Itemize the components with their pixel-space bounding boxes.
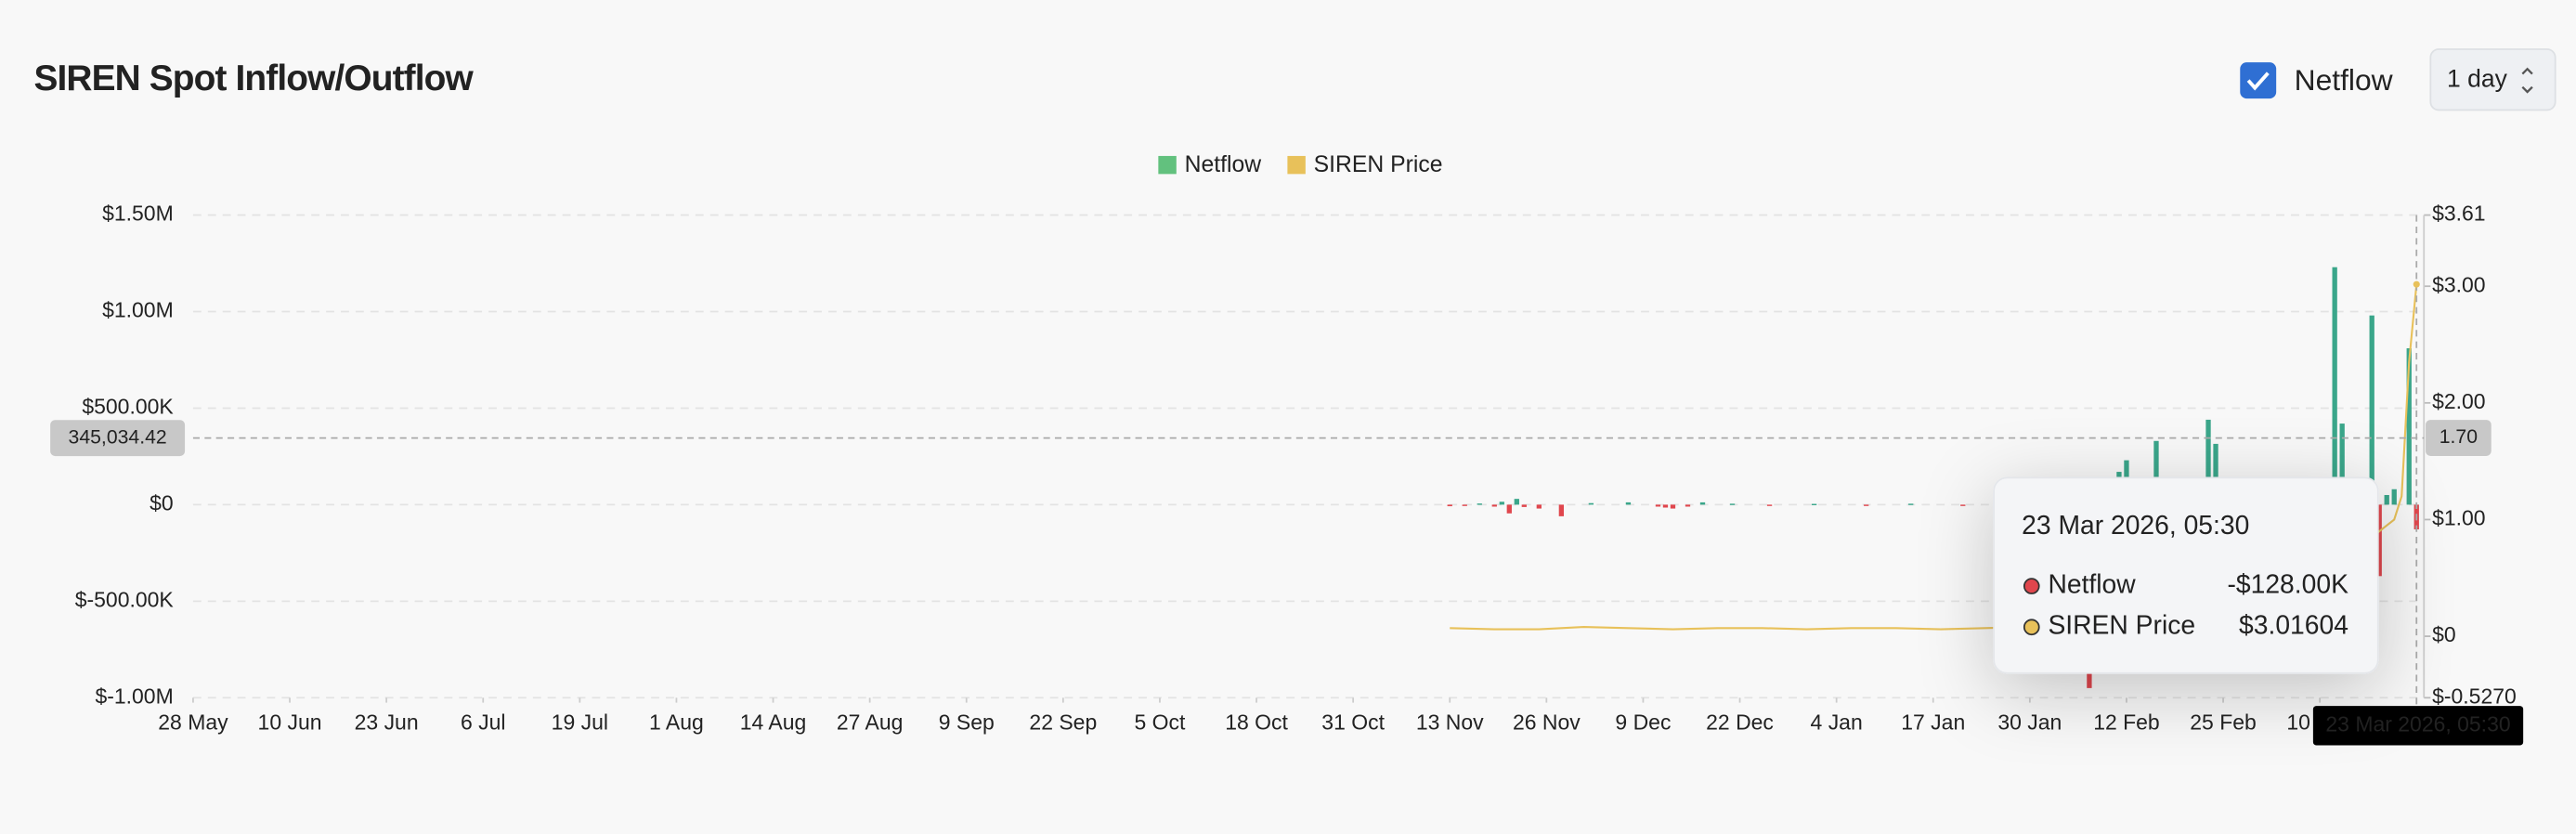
bar [1699,502,1706,505]
x-tick-label: 22 Sep [1029,710,1097,735]
bar [1662,504,1669,508]
bar [2406,348,2412,505]
bar [1514,499,1519,505]
y-tick-label: $-500.00K [75,587,175,611]
bar [1625,502,1632,505]
bar [1521,504,1527,507]
y-tick-label: $0 [150,490,174,515]
crosshair-y-box [50,420,186,457]
crosshair-y2-label: 1.70 [2439,426,2478,448]
x-tick-label: 14 Aug [740,710,807,735]
tooltip-series-name: SIREN Price [2048,610,2195,640]
y-tick-label: $-1.00M [95,684,173,708]
x-tick-label: 30 Jan [1997,710,2062,735]
bar [1670,504,1676,509]
x-tick-label: 9 Dec [1615,710,1671,735]
y2-tick-label: $2.00 [2432,389,2485,413]
x-tick-label: 31 Oct [1321,710,1385,735]
y2-tick-label: $1.00 [2432,506,2485,530]
x-tick-label: 22 Dec [1706,710,1774,735]
bar [1655,504,1661,507]
bar [2339,424,2345,505]
bar [2384,495,2389,505]
legend-swatch [1287,155,1306,175]
bar [1506,504,1512,514]
bar [2153,440,2159,505]
legend-label: SIREN Price [1314,152,1443,177]
checkbox[interactable] [2240,62,2277,99]
interval-label: 1 day [2447,65,2508,93]
y2-tick-label: $0 [2432,622,2456,646]
bar [1811,503,1817,505]
crosshair-y-label: 345,034.42 [69,426,167,448]
x-tick-label: 26 Nov [1513,710,1581,735]
x-tick-label: 4 Jan [1811,710,1863,735]
bar [2213,443,2218,505]
select-chevrons [2521,67,2533,94]
tooltip-dot [2023,619,2040,636]
bar [2369,315,2374,505]
bar [1766,504,1773,506]
x-tick-label: 13 Nov [1416,710,1484,735]
x-tick-label: 23 Jun [355,710,419,735]
plot: $1.50M $1.00M $500.00K $0 $-500.00K $-1.00M $3… [50,152,2524,746]
y2-tick-label: $3.61 [2432,202,2485,226]
bar [1491,504,1497,507]
bar [1685,504,1691,507]
tooltip-title: 23 Mar 2026, 05:30 [2022,510,2249,540]
tooltip-dot [2023,578,2040,594]
title: SIREN Spot Inflow/Outflow [33,59,474,98]
y2-tick-label: $3.00 [2432,272,2485,296]
tooltip-value: -$128.00K [2227,569,2348,599]
bar [1477,503,1482,505]
bar [1536,504,1542,509]
bar [1447,504,1452,507]
tooltip-series-name: Netflow [2048,569,2136,599]
bar [1462,504,1467,506]
bar [2205,419,2211,505]
bar [2332,267,2337,505]
x-tick-label: 6 Jul [461,710,506,735]
crosshair-y2-box [2426,420,2491,456]
x-tick-label: 1 Aug [649,710,704,735]
crosshair-x-box [2312,706,2524,746]
x-tick-label: 10 Jun [258,710,322,735]
bar [2391,489,2397,505]
bar [1864,504,1869,506]
bar [2376,504,2382,577]
tooltip: 23 Mar 2026, 05:30 Netflow -$128.00K SIREN … [1993,476,2379,674]
y2-tick-label: $-0.5270 [2432,684,2517,708]
bar [1588,502,1594,505]
legend-swatch [1158,155,1177,175]
y-tick-label: $500.00K [82,395,174,419]
x-tick-label: 27 Aug [837,710,904,735]
tooltip-value: $3.01604 [2239,610,2348,640]
y-tick-label: $1.00M [102,298,174,322]
bar [1729,503,1736,505]
x-tick-label: 28 May [158,710,228,735]
bar [1908,503,1914,505]
crosshair-x-label: 23 Mar 2026, 05:30 [2325,711,2510,736]
bar [1499,502,1504,505]
bar [1960,504,1966,506]
x-tick-label: 12 Feb [2093,710,2160,735]
bar [1558,504,1565,516]
legend-label: Netflow [1185,152,1262,177]
hover-dot [2413,280,2420,288]
x-tick-label: 9 Sep [939,710,995,735]
checkmark [2246,72,2270,91]
x-tick-label: 5 Oct [1134,710,1186,735]
x-tick-label: 18 Oct [1225,710,1288,735]
toggle-label[interactable]: Netflow [2295,63,2394,97]
x-tick-label: 17 Jan [1901,710,1965,735]
y-tick-label: $1.50M [102,202,174,226]
tooltip-box [1993,476,2379,674]
x-tick-label: 19 Jul [552,710,608,735]
interval-select[interactable] [2429,48,2556,111]
x-tick-label: 25 Feb [2190,710,2257,735]
